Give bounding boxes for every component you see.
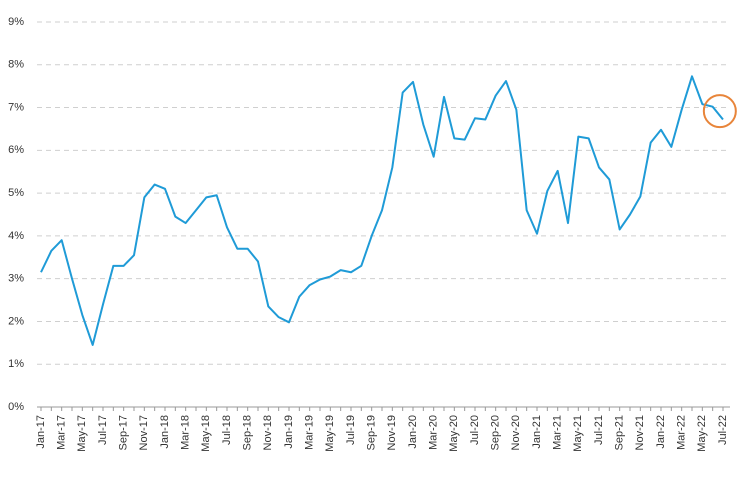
x-tick-label: Nov-21	[634, 415, 646, 450]
x-tick-label: Mar-18	[180, 415, 192, 450]
x-tick-label: May-20	[448, 415, 460, 452]
y-tick-label: 7%	[8, 101, 24, 113]
y-tick-label: 6%	[8, 144, 24, 156]
x-tick-label: Sep-17	[118, 415, 130, 450]
y-tick-label: 5%	[8, 187, 24, 199]
x-tick-label: Jan-19	[283, 415, 295, 449]
y-tick-label: 3%	[8, 273, 24, 285]
line-series	[40, 75, 724, 346]
x-tick-label: Nov-20	[510, 415, 522, 450]
x-tick-label: Jan-17	[35, 415, 47, 449]
y-tick-label: 2%	[8, 315, 24, 327]
x-tick-label: Mar-17	[56, 415, 68, 450]
x-tick-label: May-19	[324, 415, 336, 452]
highlight-ring	[702, 94, 737, 129]
x-tick-label: Nov-19	[386, 415, 398, 450]
x-tick-label: Mar-19	[304, 415, 316, 450]
y-tick-label: 4%	[8, 230, 24, 242]
x-tick-label: Jul-19	[345, 415, 357, 445]
x-tick-label: Jan-21	[531, 415, 543, 449]
x-tick-label: Nov-17	[138, 415, 150, 450]
x-tick-label: Mar-22	[676, 415, 688, 450]
x-tick-label: Sep-18	[242, 415, 254, 450]
x-tick-label: Jul-17	[97, 415, 109, 445]
x-tick-label: Jan-18	[159, 415, 171, 449]
x-tick-label: Mar-21	[552, 415, 564, 450]
y-tick-label: 9%	[8, 16, 24, 28]
x-tick-label: Jul-18	[221, 415, 233, 445]
x-tick-label: Sep-19	[366, 415, 378, 450]
x-tick-label: Jul-21	[593, 415, 605, 445]
x-tick-label: Jul-22	[717, 415, 729, 445]
x-tick-label: Sep-21	[614, 415, 626, 450]
x-tick-label: Jan-20	[407, 415, 419, 449]
y-tick-label: 1%	[8, 358, 24, 370]
x-tick-label: Jan-22	[655, 415, 667, 449]
x-tick-label: May-17	[76, 415, 88, 452]
y-tick-label: 8%	[8, 59, 24, 71]
x-tick-label: May-18	[200, 415, 212, 452]
x-tick-label: Jul-20	[469, 415, 481, 445]
x-tick-label: Mar-20	[428, 415, 440, 450]
x-tick-label: May-21	[572, 415, 584, 452]
y-tick-label: 0%	[8, 401, 24, 413]
x-tick-label: May-22	[696, 415, 708, 452]
x-tick-label: Sep-20	[490, 415, 502, 450]
x-tick-label: Nov-18	[262, 415, 274, 450]
